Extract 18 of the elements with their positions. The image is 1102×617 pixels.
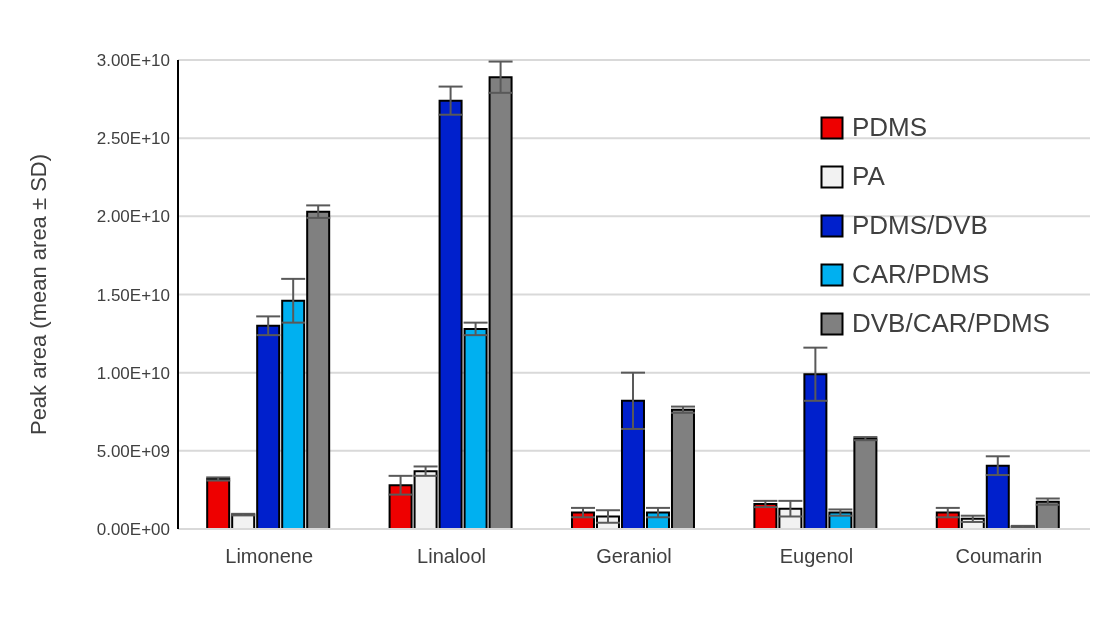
y-tick-label: 2.00E+10 [96,207,170,227]
x-tick-label: Linalool [417,545,487,568]
legend-label: PA [852,161,885,192]
y-tick-label: 1.50E+10 [96,285,170,305]
x-tick-label: Coumarin [955,545,1043,568]
legend-label: PDMS/DVB [852,210,988,241]
legend-label: CAR/PDMS [852,259,990,290]
legend-label: PDMS [852,112,928,143]
y-axis-title: Peak area (mean area ± SD) [25,153,51,436]
x-tick-label: Geraniol [596,545,672,568]
y-tick-label: 5.00E+09 [96,441,170,461]
legend-label: DVB/CAR/PDMS [852,308,1050,339]
y-tick-label: 0.00E+00 [96,520,170,540]
x-tick-label: Eugenol [779,545,854,568]
y-tick-label: 1.00E+10 [96,363,170,383]
x-tick-label: Limonene [225,545,314,568]
y-tick-label: 2.50E+10 [96,129,170,149]
y-tick-label: 3.00E+10 [96,51,170,71]
